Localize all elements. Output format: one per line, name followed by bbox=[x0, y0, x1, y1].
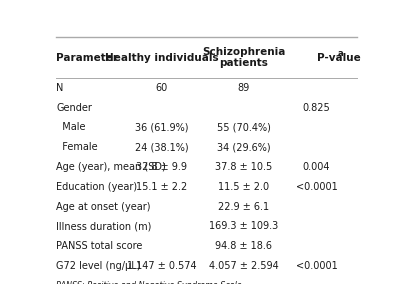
Text: N: N bbox=[56, 83, 64, 93]
Text: P-value: P-value bbox=[317, 53, 364, 63]
Text: Education (year): Education (year) bbox=[56, 182, 137, 192]
Text: 36 (61.9%): 36 (61.9%) bbox=[135, 122, 188, 132]
Text: a: a bbox=[338, 49, 343, 58]
Text: 169.3 ± 109.3: 169.3 ± 109.3 bbox=[209, 222, 278, 231]
Text: 60: 60 bbox=[156, 83, 168, 93]
Text: 15.1 ± 2.2: 15.1 ± 2.2 bbox=[136, 182, 187, 192]
Text: Age (year), mean (SD): Age (year), mean (SD) bbox=[56, 162, 166, 172]
Text: 89: 89 bbox=[238, 83, 250, 93]
Text: 22.9 ± 6.1: 22.9 ± 6.1 bbox=[218, 202, 269, 212]
Text: 37.8 ± 10.5: 37.8 ± 10.5 bbox=[215, 162, 272, 172]
Text: 0.825: 0.825 bbox=[303, 103, 330, 113]
Text: 24 (38.1%): 24 (38.1%) bbox=[135, 142, 188, 152]
Text: G72 level (ng/μL): G72 level (ng/μL) bbox=[56, 261, 141, 271]
Text: Illness duration (m): Illness duration (m) bbox=[56, 222, 152, 231]
Text: Schizophrenia
patients: Schizophrenia patients bbox=[202, 47, 286, 68]
Text: Gender: Gender bbox=[56, 103, 92, 113]
Text: 55 (70.4%): 55 (70.4%) bbox=[217, 122, 271, 132]
Text: Age at onset (year): Age at onset (year) bbox=[56, 202, 151, 212]
Text: <0.0001: <0.0001 bbox=[296, 182, 338, 192]
Text: Healthy individuals: Healthy individuals bbox=[105, 53, 218, 63]
Text: 0.004: 0.004 bbox=[303, 162, 330, 172]
Text: Parameter: Parameter bbox=[56, 53, 118, 63]
Text: 32.8 ± 9.9: 32.8 ± 9.9 bbox=[136, 162, 187, 172]
Text: Female: Female bbox=[56, 142, 98, 152]
Text: <0.0001: <0.0001 bbox=[296, 261, 338, 271]
Text: 4.057 ± 2.594: 4.057 ± 2.594 bbox=[209, 261, 279, 271]
Text: 34 (29.6%): 34 (29.6%) bbox=[217, 142, 270, 152]
Text: 1.147 ± 0.574: 1.147 ± 0.574 bbox=[127, 261, 196, 271]
Text: 94.8 ± 18.6: 94.8 ± 18.6 bbox=[215, 241, 272, 251]
Text: 11.5 ± 2.0: 11.5 ± 2.0 bbox=[218, 182, 269, 192]
Text: Male: Male bbox=[56, 122, 86, 132]
Text: PANSS: Positive and Negative Syndrome Scale.: PANSS: Positive and Negative Syndrome Sc… bbox=[56, 281, 244, 284]
Text: PANSS total score: PANSS total score bbox=[56, 241, 142, 251]
